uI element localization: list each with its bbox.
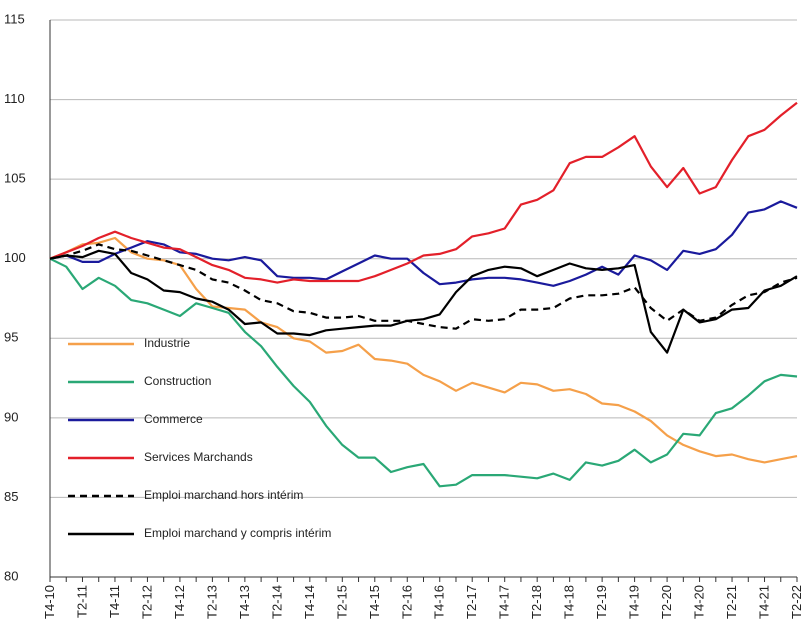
x-tick-label: T4-14 [302,585,317,619]
x-tick-label: T2-18 [529,585,544,619]
legend-label: Emploi marchand y compris intérim [144,526,332,540]
x-tick-label: T4-10 [42,585,57,619]
legend-item: Industrie [68,334,358,372]
legend-item: Services Marchands [68,448,358,486]
legend-item: Emploi marchand y compris intérim [68,524,358,562]
legend-swatch [68,418,134,422]
legend-label: Industrie [144,336,191,350]
legend-item: Construction [68,372,358,410]
x-tick-label: T4-18 [562,585,577,619]
y-tick-label: 90 [4,409,18,424]
series-line [49,101,798,284]
legend: Industrie Construction Commerce Services Ma… [68,334,358,562]
x-tick-label: T4-11 [107,585,122,618]
legend-swatch [68,494,134,498]
x-tick-label: T2-19 [594,585,609,619]
x-tick-label: T2-12 [139,585,154,619]
x-tick-label: T4-13 [237,585,252,619]
x-tick-label: T4-17 [497,585,512,619]
x-tick-label: T4-16 [432,585,447,619]
x-tick-label: T4-12 [172,585,187,619]
y-tick-label: 100 [4,250,26,265]
series-line [49,200,798,287]
legend-label: Services Marchands [144,450,253,464]
legend-label: Commerce [144,412,203,426]
y-tick-label: 115 [4,11,25,26]
series-line [49,243,798,330]
y-tick-label: 80 [4,568,18,583]
x-tick-label: T2-13 [204,585,219,619]
legend-item: Emploi marchand hors intérim [68,486,358,524]
series-line [49,249,798,354]
y-tick-label: 85 [4,489,18,504]
legend-swatch [68,342,134,346]
x-tick-label: T4-19 [627,585,642,619]
x-tick-label: T2-15 [334,585,349,619]
y-tick-label: 110 [4,91,25,106]
series-line [49,236,798,464]
legend-swatch [68,532,134,536]
y-tick-label: 95 [4,330,18,345]
legend-label: Emploi marchand hors intérim [144,488,304,502]
x-tick-label: T2-11 [74,585,89,618]
x-tick-label: T4-20 [692,585,707,619]
series-line [49,257,798,488]
x-tick-label: T2-22 [789,585,801,619]
x-tick-label: T2-20 [659,585,674,619]
legend-item: Commerce [68,410,358,448]
x-tick-label: T2-14 [269,585,284,619]
x-tick-label: T2-16 [399,585,414,619]
legend-swatch [68,380,134,384]
x-tick-label: T2-17 [464,585,479,619]
y-tick-label: 105 [4,171,26,186]
x-tick-label: T4-21 [757,585,772,619]
legend-swatch [68,456,134,460]
x-tick-label: T2-21 [724,585,739,619]
x-tick-label: T4-15 [367,585,382,619]
legend-label: Construction [144,374,212,388]
